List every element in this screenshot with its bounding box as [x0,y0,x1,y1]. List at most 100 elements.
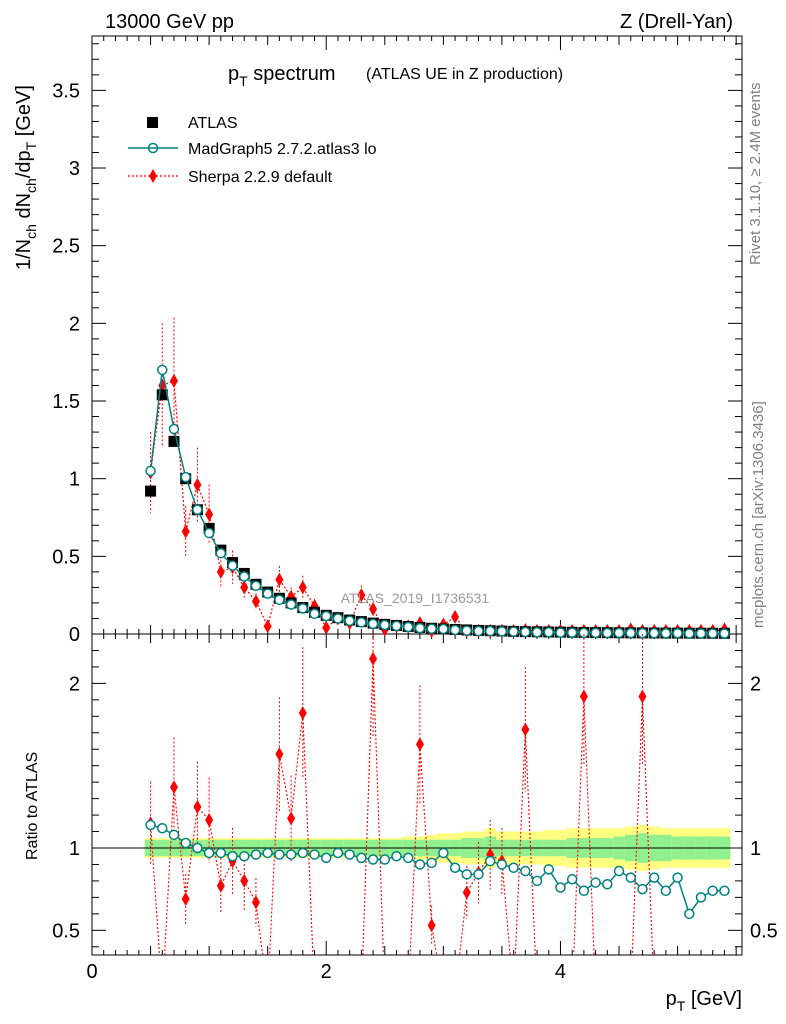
sherpa-main-point [322,620,331,635]
madgraph-main-point [262,588,273,599]
sherpa-main-point [263,619,272,634]
madgraph-main-point [391,620,402,632]
y-axis-label: 1/Nch dNch/dpT [GeV] [13,85,39,270]
madgraph-main-point [180,471,191,483]
sherpa-main-point [369,602,378,617]
madgraph-main-point [379,619,391,631]
y-tick-label-main: 2.5 [52,236,80,258]
title-sub: T [239,73,248,89]
madgraph-main-point [215,547,227,559]
xlabel-p: p [666,988,677,1010]
madgraph-ratio-point [660,885,672,897]
madgraph-ratio-point [356,852,367,864]
ratio-plot-series [145,634,730,955]
legend-madgraph-label: MadGraph5 2.7.2.atlas3 lo [188,141,377,158]
madgraph-main-point [285,599,297,610]
sherpa-ratio-point [638,689,647,704]
madgraph-main-point [684,628,695,639]
madgraph-main-point [297,603,309,614]
madgraph-ratio-point [707,885,718,897]
sherpa-main-point [193,477,202,492]
madgraph-main-point [695,628,707,639]
madgraph-ratio-point [578,885,590,897]
madgraph-ratio-point [379,854,391,865]
sherpa-ratio-point [216,878,225,893]
legend-atlas-marker [147,117,158,128]
atlas-main-point [145,485,157,497]
madgraph-main-point [520,626,531,638]
sherpa-ratio-point [287,811,296,826]
madgraph-main-point [578,627,590,639]
madgraph-main-point [157,364,168,376]
plot-subtitle: (ATLAS UE in Z production) [366,66,563,83]
xlabel-sub: T [677,998,686,1014]
madgraph-main-point [543,627,555,638]
madgraph-ratio-point [473,869,484,880]
y-tick-label-main: 1 [69,469,80,491]
madgraph-main-point [648,627,660,639]
title-rest: spectrum [248,63,336,85]
madgraph-main-point [555,627,566,638]
madgraph-main-point [145,465,156,477]
madgraph-ratio-point [320,852,332,864]
ratio-plot-frame [91,633,743,956]
sherpa-ratio-point [193,799,202,814]
madgraph-ratio-point [555,882,566,893]
ylabel-part-3: /dp [13,150,35,178]
madgraph-ratio-point [426,857,437,869]
madgraph-ratio-point [625,872,636,883]
y-tick-label-main: 1.5 [52,391,80,413]
plot-title: pT spectrum [228,63,336,89]
x-tick-label: 4 [555,961,566,983]
analysis-tag: ATLAS_2019_I1736531 [341,590,490,606]
madgraph-ratio-point [496,859,508,870]
madgraph-ratio-point [648,872,660,883]
madgraph-ratio-point [684,908,695,920]
x-axis-label: pT [GeV] [666,988,742,1014]
sherpa-main-point [169,373,178,388]
sherpa-ratio-point [275,747,284,762]
y-tick-label-main: 2 [69,313,80,335]
madgraph-main-point [402,621,414,633]
madgraph-main-point [309,608,320,620]
madgraph-main-point [590,627,601,639]
y-tick-label-ratio: 0.5 [52,920,80,942]
madgraph-ratio-point [250,849,262,860]
sherpa-main-point [240,580,249,595]
madgraph-ratio-point [566,874,578,885]
madgraph-main-point [414,622,426,634]
madgraph-main-point [566,627,578,638]
madgraph-main-point [637,627,648,639]
header-right: Z (Drell-Yan) [620,11,733,33]
madgraph-main-point [461,625,473,636]
y-tick-label-ratio-right: 1 [750,838,761,860]
madgraph-main-point [356,617,367,628]
madgraph-ratio-point [637,883,648,895]
madgraph-ratio-point [192,842,203,854]
madgraph-ratio-point [402,852,414,864]
madgraph-ratio-point [274,849,285,860]
atlas-main-point [168,435,180,447]
xlabel-rest: [GeV] [685,988,742,1010]
madgraph-main-point [531,627,543,638]
ylabel-sub-2: ch [23,178,39,193]
madgraph-main-point [660,628,672,639]
sherpa-ratio-point [181,892,190,907]
madgraph-main-point [473,625,484,637]
madgraph-ratio-point [367,854,379,865]
madgraph-main-point [719,628,730,639]
madgraph-ratio-point [215,847,227,859]
madgraph-ratio-point [285,849,297,860]
sherpa-main-point [216,564,225,579]
madgraph-main-point [274,594,285,606]
madgraph-main-point [168,423,180,435]
madgraph-main-point [367,618,379,630]
madgraph-ratio-point [672,872,683,883]
madgraph-main-point [438,623,449,635]
sherpa-ratio-point [415,737,424,752]
sherpa-main-point [357,588,366,603]
sherpa-main-point [251,594,260,609]
madgraph-ratio-point [227,850,238,862]
sherpa-main-point [451,609,460,624]
